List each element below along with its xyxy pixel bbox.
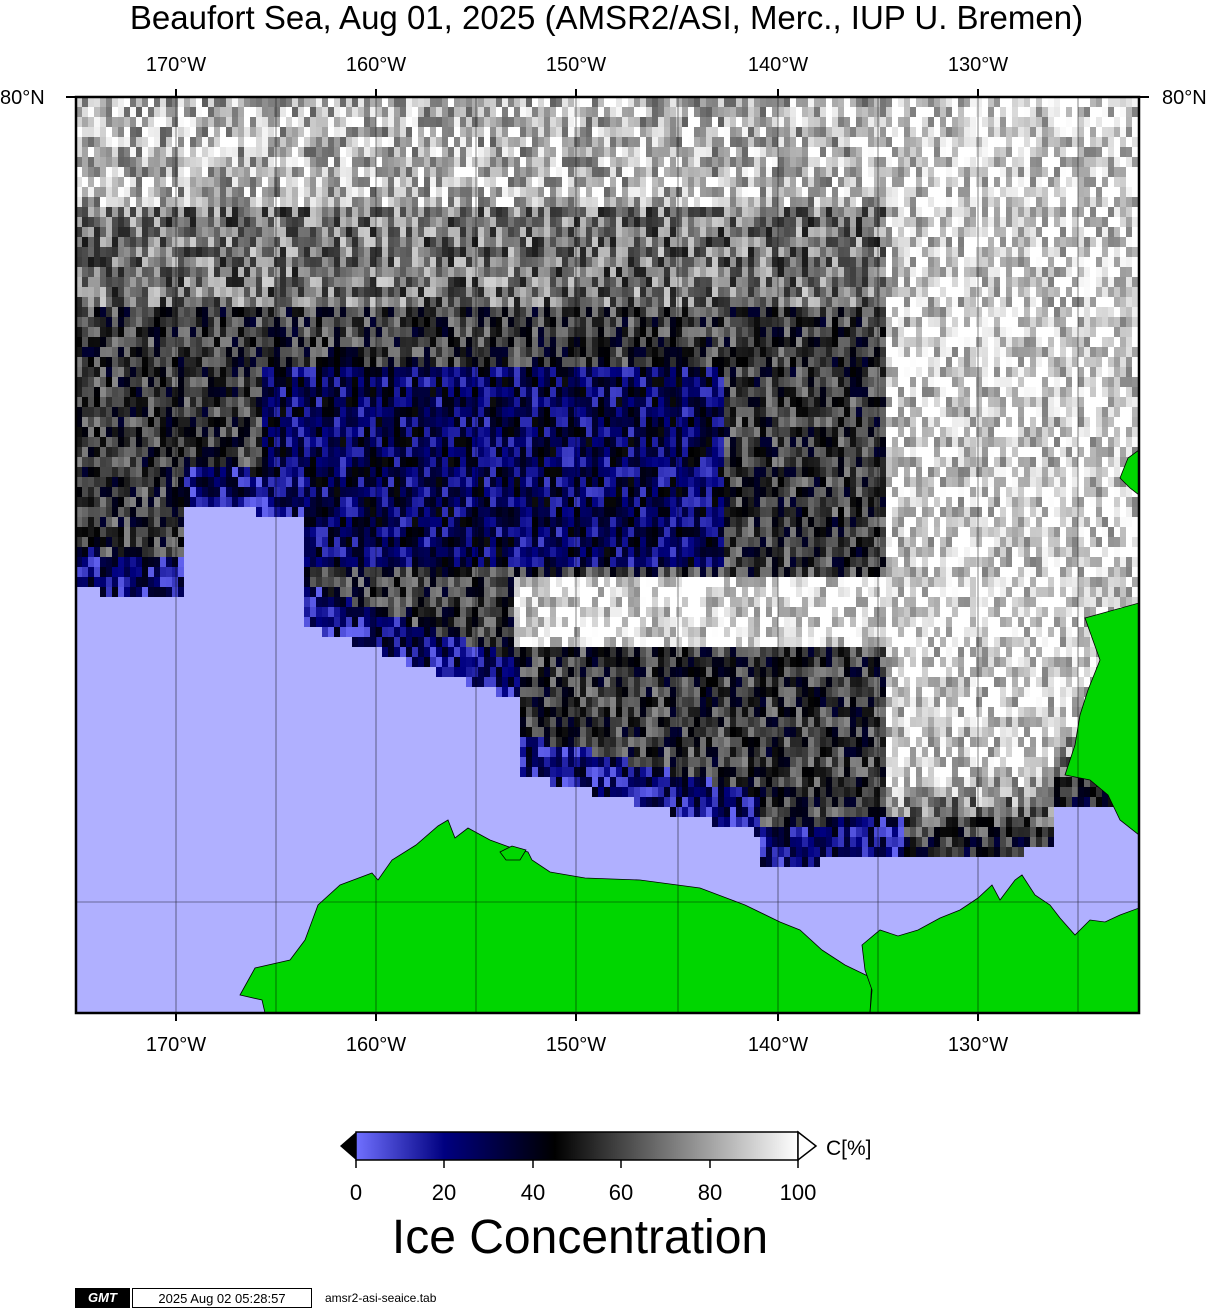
lon-label-bottom-170w: 170°W — [145, 1034, 207, 1056]
lon-label-bottom-130w: 130°W — [947, 1034, 1009, 1056]
lon-label-top-140w: 140°W — [747, 54, 809, 76]
gmt-logo: GMT — [75, 1288, 130, 1308]
lon-label-top-160w: 160°W — [345, 54, 407, 76]
ice-concentration-map — [66, 89, 1149, 1168]
lon-label-bottom-160w: 160°W — [345, 1034, 407, 1056]
colorbar-over-triangle — [797, 1130, 818, 1162]
land-herschel — [499, 845, 527, 861]
colorbar-title: Ice Concentration — [391, 1211, 769, 1264]
command-label: amsr2-asi-seaice.tab — [325, 1291, 437, 1305]
ice-field — [76, 97, 1139, 867]
colorbar-tick-0: 0 — [349, 1180, 363, 1205]
land-canada — [861, 874, 1139, 1013]
land-prince-patrick — [1119, 449, 1139, 496]
colorbar — [340, 1130, 818, 1168]
colorbar-tick-60: 60 — [608, 1180, 634, 1205]
colorbar-under-triangle — [340, 1132, 356, 1160]
lat-label-right: 80°N — [1162, 87, 1207, 109]
lon-label-top-130w: 130°W — [947, 54, 1009, 76]
colorbar-tick-20: 20 — [431, 1180, 457, 1205]
lon-label-bottom-150w: 150°W — [545, 1034, 607, 1056]
lon-label-top-150w: 150°W — [545, 54, 607, 76]
timestamp: 2025 Aug 02 05:28:57 — [132, 1288, 312, 1308]
colorbar-tick-100: 100 — [779, 1180, 817, 1205]
map-title: Beaufort Sea, Aug 01, 2025 (AMSR2/ASI, M… — [129, 0, 1084, 36]
colorbar-tick-80: 80 — [697, 1180, 723, 1205]
lon-label-bottom-140w: 140°W — [747, 1034, 809, 1056]
colorbar-gradient — [355, 1131, 799, 1161]
graticule — [76, 97, 1139, 1013]
frame-ticks — [66, 89, 1149, 1021]
land-banks-island — [1064, 602, 1139, 836]
map-frame — [74, 95, 1141, 1015]
lon-label-top-170w: 170°W — [145, 54, 207, 76]
colorbar-tick-40: 40 — [520, 1180, 546, 1205]
colorbar-unit-label: C[%] — [826, 1137, 872, 1160]
lat-label-left: 80°N — [0, 87, 45, 109]
